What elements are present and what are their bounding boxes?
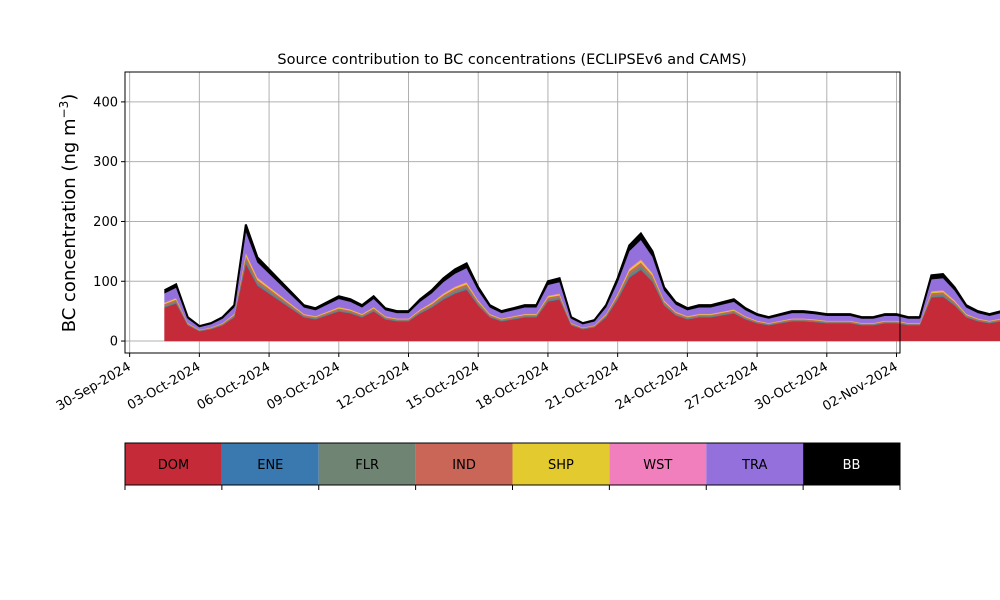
x-tick-label: 06-Oct-2024 (195, 359, 273, 413)
legend-swatch-tra (706, 443, 804, 485)
legend-label: ENE (257, 458, 283, 473)
legend-label: WST (643, 458, 672, 473)
legend-label: SHP (548, 458, 574, 473)
legend: DOM ENE FLR IND SHP WST TRA BB (124, 442, 901, 490)
x-tick-label: 02-Nov-2024 (820, 359, 900, 414)
legend-swatch-wst (609, 443, 707, 485)
y-tick-label: 400 (93, 95, 118, 110)
x-tick-label: 15-Oct-2024 (404, 359, 482, 413)
legend-label: BB (843, 458, 861, 473)
legend-label: FLR (355, 458, 379, 473)
x-tick-label: 30-Sep-2024 (54, 359, 134, 414)
area-ind (164, 255, 1000, 331)
legend-label: DOM (158, 458, 189, 473)
x-tick-label: 30-Oct-2024 (752, 359, 830, 413)
legend-swatch-flr (318, 443, 416, 485)
chart-title: Source contribution to BC concentrations… (277, 52, 746, 68)
area-bb (164, 224, 1000, 328)
total-line (164, 224, 1000, 328)
area-dom (164, 263, 1000, 342)
y-axis: 0 100 200 300 400 (93, 95, 125, 350)
legend-swatch-bb (803, 443, 900, 485)
area-flr (164, 258, 1000, 332)
y-tick-label: 0 (110, 335, 118, 350)
y-tick-label: 100 (93, 275, 118, 290)
area-tra (164, 230, 1000, 330)
plot-frame (124, 71, 901, 354)
stacked-areas (164, 224, 1000, 342)
legend-swatch-dom (125, 443, 222, 485)
plot-area (124, 71, 1000, 354)
x-tick-label: 27-Oct-2024 (683, 359, 761, 413)
legend-swatch-ind (415, 443, 513, 485)
x-tick-label: 09-Oct-2024 (264, 359, 342, 413)
y-tick-label: 200 (93, 215, 118, 230)
x-tick-label: 18-Oct-2024 (474, 359, 552, 413)
legend-label: TRA (741, 458, 767, 473)
x-tick-label: 24-Oct-2024 (613, 359, 691, 413)
y-axis-label: BC concentration (ng m−3) (57, 94, 80, 333)
x-tick-label: 03-Oct-2024 (125, 359, 203, 413)
y-tick-label: 300 (93, 155, 118, 170)
legend-label: IND (452, 458, 476, 473)
x-tick-label: 12-Oct-2024 (334, 359, 412, 413)
x-tick-label: 21-Oct-2024 (543, 359, 621, 413)
legend-swatch-shp (512, 443, 610, 485)
legend-swatch-ene (221, 443, 319, 485)
x-axis: 30-Sep-202403-Oct-202406-Oct-202409-Oct-… (54, 353, 901, 414)
